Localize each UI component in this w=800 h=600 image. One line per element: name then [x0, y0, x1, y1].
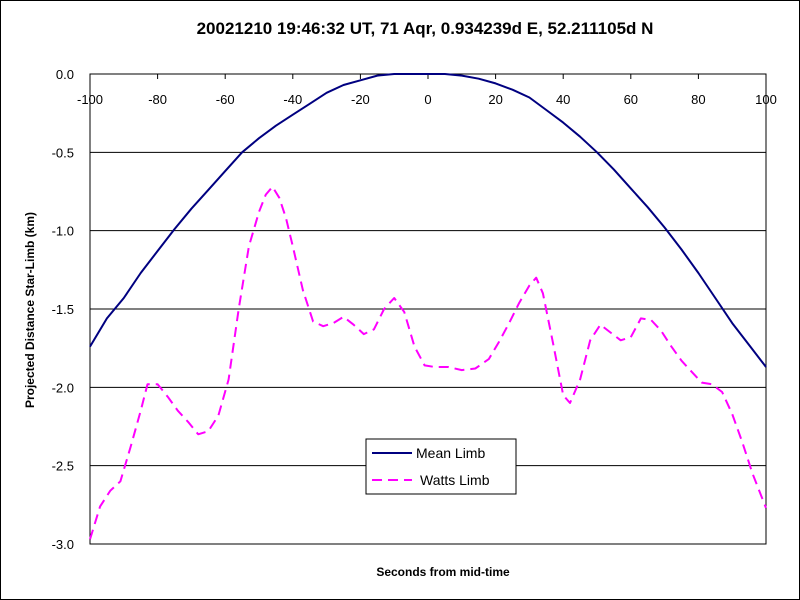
series-line-mean-limb — [89, 73, 767, 368]
y-tick-label: -2.5 — [52, 459, 74, 474]
x-tick-label: -40 — [283, 92, 302, 107]
x-tick-label: -80 — [148, 92, 167, 107]
x-tick-label: 80 — [691, 92, 705, 107]
x-tick-label: -60 — [216, 92, 235, 107]
legend: Mean Limb Watts Limb — [365, 438, 517, 495]
x-tick-label: 100 — [755, 92, 777, 107]
x-tick-label: -100 — [77, 92, 103, 107]
y-axis-title: Projected Distance Star-Limb (km) — [23, 212, 37, 408]
legend-label-mean-limb: Mean Limb — [416, 445, 485, 461]
y-tick-label: -2.0 — [52, 380, 74, 395]
legend-label-watts-limb: Watts Limb — [420, 472, 490, 488]
y-tick-label: -1.0 — [52, 224, 74, 239]
y-tick-label: -3.0 — [52, 537, 74, 552]
x-tick-label: 20 — [488, 92, 502, 107]
x-tick-label: 40 — [556, 92, 570, 107]
x-axis-ticks: -100 -80 -60 -40 -20 0 20 40 60 80 100 — [77, 74, 777, 107]
y-axis-ticks: 0.0 -0.5 -1.0 -1.5 -2.0 -2.5 -3.0 — [52, 67, 74, 552]
y-tick-label: -1.5 — [52, 302, 74, 317]
series-line-watts-limb — [89, 185, 767, 540]
y-tick-label: 0.0 — [56, 67, 74, 82]
x-axis-title: Seconds from mid-time — [376, 565, 510, 579]
series-layer — [89, 73, 767, 540]
x-tick-label: 60 — [624, 92, 638, 107]
x-tick-label: 0 — [424, 92, 431, 107]
chart-title: 20021210 19:46:32 UT, 71 Aqr, 0.934239d … — [197, 19, 654, 38]
legend-box — [365, 438, 517, 495]
y-tick-label: -0.5 — [52, 145, 74, 160]
x-tick-label: -20 — [351, 92, 370, 107]
